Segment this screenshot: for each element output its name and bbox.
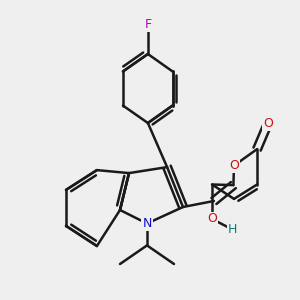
Text: F: F: [144, 17, 152, 31]
Text: N: N: [142, 217, 152, 230]
Text: O: O: [263, 117, 273, 130]
Text: O: O: [207, 212, 217, 226]
Text: H: H: [228, 223, 237, 236]
Text: O: O: [229, 159, 239, 172]
